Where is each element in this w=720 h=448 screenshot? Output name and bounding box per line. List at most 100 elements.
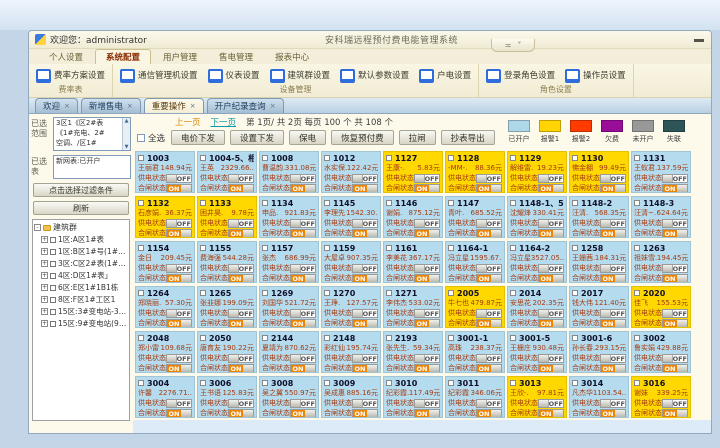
room-card[interactable]: 1145 李理先. 1542.30.. 供电状态 OFF 合闸状态 ON — [321, 196, 381, 238]
supply-toggle-off[interactable]: OFF — [352, 398, 378, 408]
switch-toggle-on[interactable]: ON — [166, 408, 192, 417]
switch-toggle-on[interactable]: ON — [538, 228, 564, 237]
supply-toggle-off[interactable]: OFF — [662, 308, 688, 318]
room-card[interactable]: 3002 鲁实娟 429.88元 供电状态 OFF 合闸状态 ON — [631, 331, 691, 373]
supply-toggle-off[interactable]: OFF — [352, 218, 378, 228]
supply-toggle-off[interactable]: OFF — [352, 353, 378, 363]
switch-toggle-on[interactable]: ON — [538, 273, 564, 282]
room-card[interactable]: 2048 郑小雷 109.68元 供电状态 OFF 合闸状态 ON — [135, 331, 195, 373]
expand-icon[interactable]: + — [41, 260, 48, 267]
switch-toggle-on[interactable]: ON — [166, 183, 192, 192]
switch-toggle-on[interactable]: ON — [538, 183, 564, 192]
room-card[interactable]: 3008 吴之翼 550.97元 供电状态 OFF 合闸状态 ON — [259, 376, 319, 418]
supply-toggle-off[interactable]: OFF — [228, 398, 254, 408]
supply-toggle-off[interactable]: OFF — [662, 218, 688, 228]
supply-toggle-off[interactable]: OFF — [166, 398, 192, 408]
selected-table-listbox[interactable]: 新网表:已开户 — [53, 155, 131, 179]
room-checkbox[interactable] — [200, 290, 206, 296]
switch-toggle-on[interactable]: ON — [476, 363, 502, 372]
supply-toggle-off[interactable]: OFF — [662, 353, 688, 363]
room-card[interactable]: 2017 钱大伟 121.40元 供电状态 OFF 合闸状态 ON — [569, 286, 629, 328]
switch-toggle-on[interactable]: ON — [290, 408, 316, 417]
room-checkbox[interactable] — [324, 335, 330, 341]
room-card[interactable]: 1003 王丽君 148.94元 供电状态 OFF 合闸状态 ON — [135, 151, 195, 193]
supply-toggle-off[interactable]: OFF — [166, 218, 192, 228]
room-checkbox[interactable] — [200, 155, 206, 161]
close-icon[interactable]: × — [64, 102, 70, 110]
room-checkbox[interactable] — [200, 380, 206, 386]
room-card[interactable]: 1270 王琤. 127.57元 供电状态 OFF 合闸状态 ON — [321, 286, 381, 328]
room-checkbox[interactable] — [634, 245, 640, 251]
tree-checkbox[interactable] — [50, 260, 56, 267]
supply-toggle-off[interactable]: OFF — [414, 398, 440, 408]
room-card[interactable]: 1133 困井昊. 9.78元 供电状态 OFF 合闸状态 ON — [197, 196, 257, 238]
supply-toggle-off[interactable]: OFF — [414, 218, 440, 228]
room-card[interactable]: 1131 王蚁君. 137.59元 供电状态 OFF 合闸状态 ON — [631, 151, 691, 193]
ribbon-button[interactable]: 操作员设置 — [562, 68, 629, 82]
room-checkbox[interactable] — [262, 200, 268, 206]
switch-toggle-on[interactable]: ON — [662, 408, 688, 417]
room-checkbox[interactable] — [386, 380, 392, 386]
switch-toggle-on[interactable]: ON — [228, 228, 254, 237]
switch-toggle-on[interactable]: ON — [600, 273, 626, 282]
switch-toggle-on[interactable]: ON — [290, 183, 316, 192]
supply-toggle-off[interactable]: OFF — [538, 173, 564, 183]
room-checkbox[interactable] — [448, 290, 454, 296]
tree-checkbox[interactable] — [50, 284, 56, 291]
switch-toggle-on[interactable]: ON — [352, 363, 378, 372]
room-checkbox[interactable] — [262, 380, 268, 386]
room-checkbox[interactable] — [634, 155, 640, 161]
ribbon-button[interactable]: 仪表设置 — [205, 68, 263, 82]
supply-toggle-off[interactable]: OFF — [166, 353, 192, 363]
supply-toggle-off[interactable]: OFF — [662, 173, 688, 183]
tree-item[interactable]: +3区:C区2#表(1#充电 — [41, 259, 128, 268]
room-card[interactable]: 1258 王姗茜. 184.31元 供电状态 OFF 合闸状态 ON — [569, 241, 629, 283]
supply-toggle-off[interactable]: OFF — [352, 173, 378, 183]
supply-toggle-off[interactable]: OFF — [228, 308, 254, 318]
switch-toggle-on[interactable]: ON — [476, 408, 502, 417]
switch-toggle-on[interactable]: ON — [414, 228, 440, 237]
supply-toggle-off[interactable]: OFF — [600, 353, 626, 363]
switch-toggle-on[interactable]: ON — [600, 363, 626, 372]
room-checkbox[interactable] — [138, 290, 144, 296]
tree-checkbox[interactable] — [50, 320, 56, 327]
switch-toggle-on[interactable]: ON — [414, 408, 440, 417]
supply-toggle-off[interactable]: OFF — [476, 218, 502, 228]
room-checkbox[interactable] — [324, 290, 330, 296]
switch-toggle-on[interactable]: ON — [538, 363, 564, 372]
supply-toggle-off[interactable]: OFF — [414, 353, 440, 363]
room-card[interactable]: 1127 王康-. 5.83元 供电状态 OFF 合闸状态 ON — [383, 151, 443, 193]
toolbar-button[interactable]: 保电 — [289, 130, 327, 145]
room-card[interactable]: 1147 青叶. 685.52元 供电状态 OFF 合闸状态 ON — [445, 196, 505, 238]
switch-toggle-on[interactable]: ON — [538, 318, 564, 327]
selected-range-listbox[interactable]: 3区1《区2#表 《1#充电、2# 空调、/区1# ▲ ▼ — [53, 117, 131, 151]
ribbon-button[interactable]: 通信管理机设置 — [117, 68, 201, 82]
room-checkbox[interactable] — [262, 335, 268, 341]
supply-toggle-off[interactable]: OFF — [662, 263, 688, 273]
switch-toggle-on[interactable]: ON — [290, 273, 316, 282]
scroll-down-icon[interactable]: ▼ — [124, 144, 129, 150]
room-card[interactable]: 1164-2 冯立星 3527.05.. 供电状态 OFF 合闸状态 ON — [507, 241, 567, 283]
supply-toggle-off[interactable]: OFF — [538, 218, 564, 228]
supply-toggle-off[interactable]: OFF — [538, 308, 564, 318]
room-card[interactable]: 3011 纪彩霞 346.06元 供电状态 OFF 合闸状态 ON — [445, 376, 505, 418]
room-card[interactable]: 1157 张杰 686.99元 供电状态 OFF 合闸状态 ON — [259, 241, 319, 283]
room-card[interactable]: 2050 唐育友 190.22元 供电状态 OFF 合闸状态 ON — [197, 331, 257, 373]
supply-toggle-off[interactable]: OFF — [290, 398, 316, 408]
supply-toggle-off[interactable]: OFF — [290, 308, 316, 318]
supply-toggle-off[interactable]: OFF — [352, 308, 378, 318]
expand-icon[interactable]: + — [41, 236, 48, 243]
supply-toggle-off[interactable]: OFF — [600, 218, 626, 228]
room-checkbox[interactable] — [262, 245, 268, 251]
ribbon-button[interactable]: 登录角色设置 — [483, 68, 558, 82]
room-checkbox[interactable] — [634, 290, 640, 296]
switch-toggle-on[interactable]: ON — [166, 318, 192, 327]
room-checkbox[interactable] — [200, 200, 206, 206]
room-checkbox[interactable] — [448, 335, 454, 341]
minimize-button[interactable] — [691, 36, 707, 44]
ribbon-tab[interactable]: 报表中心 — [275, 53, 310, 63]
document-tab[interactable]: 新增售电 × — [80, 98, 141, 113]
toolbar-button[interactable]: 抄表导出 — [440, 130, 495, 145]
supply-toggle-off[interactable]: OFF — [228, 218, 254, 228]
